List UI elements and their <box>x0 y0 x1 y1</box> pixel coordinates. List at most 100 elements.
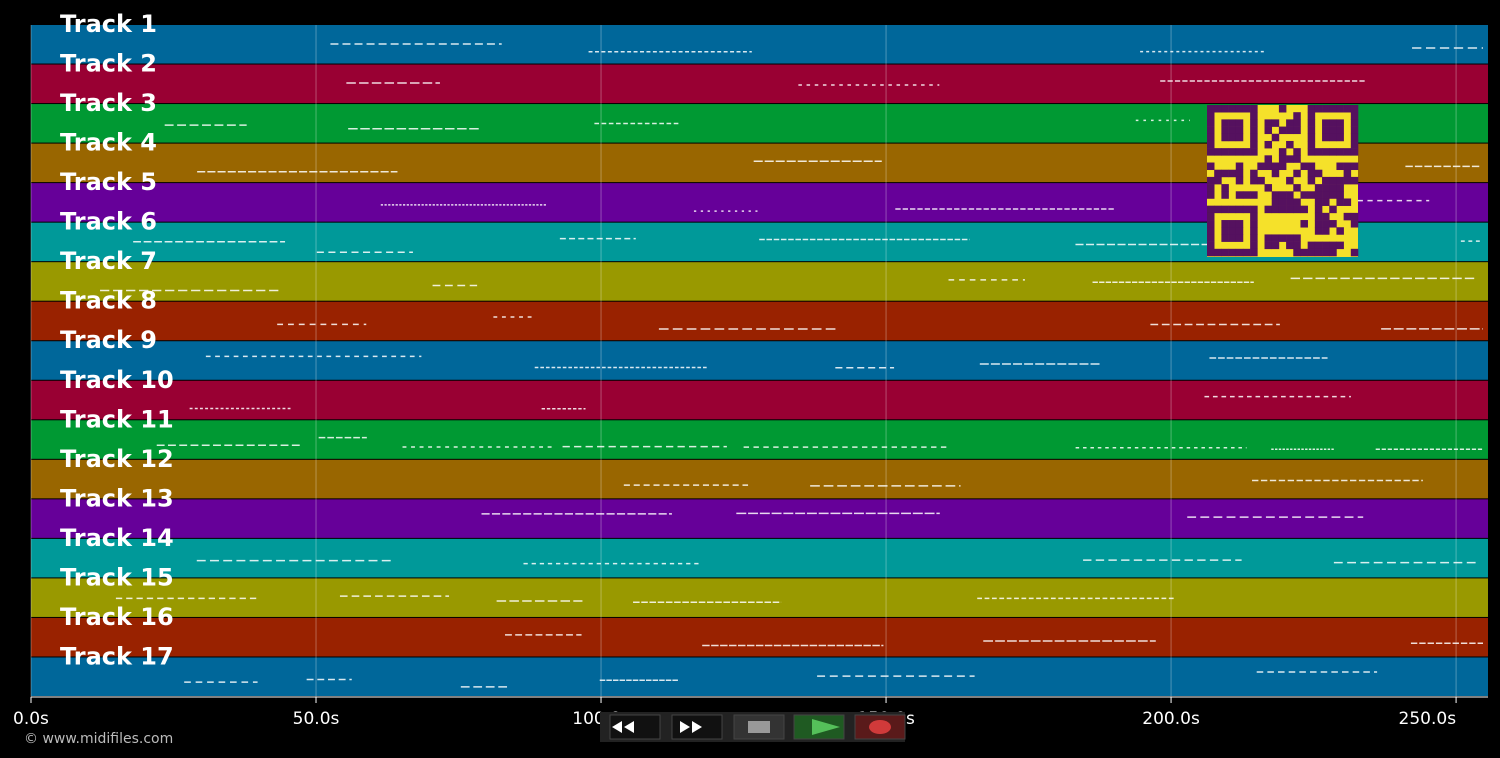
qr-module <box>1300 162 1308 171</box>
qr-module <box>1314 212 1323 221</box>
qr-module <box>1257 176 1265 185</box>
qr-module <box>1221 119 1229 127</box>
track-label: Track 12 <box>60 445 174 473</box>
track-label: Track 4 <box>60 129 157 157</box>
qr-module <box>1214 148 1222 156</box>
qr-module <box>1322 184 1330 192</box>
track-label: Track 17 <box>60 642 174 670</box>
qr-module <box>1250 105 1258 113</box>
track-lane <box>31 25 1488 64</box>
qr-module <box>1235 191 1244 199</box>
qr-module <box>1307 169 1316 178</box>
qr-module <box>1207 162 1215 171</box>
qr-module <box>1286 198 1294 206</box>
qr-module <box>1307 176 1316 185</box>
qr-code <box>1207 105 1359 257</box>
qr-module <box>1264 241 1273 250</box>
x-tick-label: 250.0s <box>1399 709 1457 729</box>
qr-module <box>1207 248 1215 257</box>
qr-module <box>1207 234 1215 242</box>
qr-module <box>1350 148 1359 156</box>
qr-module <box>1214 248 1222 257</box>
qr-module <box>1336 176 1344 185</box>
qr-module <box>1264 140 1273 149</box>
qr-module <box>1271 205 1280 214</box>
qr-module <box>1250 119 1258 127</box>
track-label: Track 16 <box>60 603 174 631</box>
qr-module <box>1336 227 1344 235</box>
qr-module <box>1278 155 1287 163</box>
qr-module <box>1286 140 1294 149</box>
qr-module <box>1314 205 1323 214</box>
qr-module <box>1271 191 1280 199</box>
qr-module <box>1221 148 1229 156</box>
qr-module <box>1214 205 1222 214</box>
qr-module <box>1207 140 1215 149</box>
track-label: Track 5 <box>60 168 157 196</box>
qr-module <box>1207 184 1215 192</box>
qr-module <box>1242 191 1251 199</box>
qr-module <box>1221 205 1229 214</box>
labels: Track 1 Track 2 Track 3 Track 4 Track 5 Track… <box>60 10 174 670</box>
qr-module <box>1207 220 1215 228</box>
qr-module <box>1307 126 1316 135</box>
qr-module <box>1207 191 1215 199</box>
qr-module <box>1350 119 1359 127</box>
qr-module <box>1207 148 1215 156</box>
qr-module <box>1293 112 1301 120</box>
qr-module <box>1307 140 1316 149</box>
qr-module <box>1228 205 1237 214</box>
qr-module <box>1293 169 1301 178</box>
play-icon <box>812 719 840 735</box>
qr-module <box>1250 220 1258 228</box>
qr-module <box>1343 169 1352 178</box>
qr-module <box>1235 126 1244 135</box>
track-lane <box>31 459 1488 499</box>
qr-module <box>1250 169 1258 178</box>
qr-module <box>1329 220 1337 228</box>
qr-module <box>1322 133 1330 142</box>
qr-module <box>1264 162 1273 171</box>
qr-module <box>1286 119 1294 127</box>
qr-module <box>1293 248 1301 257</box>
qr-module <box>1336 198 1344 206</box>
qr-module <box>1350 105 1359 113</box>
qr-module <box>1314 241 1323 250</box>
qr-module <box>1242 205 1251 214</box>
qr-module <box>1336 184 1344 192</box>
qr-module <box>1207 227 1215 235</box>
qr-module <box>1286 241 1294 250</box>
qr-module <box>1329 119 1337 127</box>
qr-module <box>1322 119 1330 127</box>
qr-module <box>1271 119 1280 127</box>
qr-module <box>1322 176 1330 185</box>
track-label: Track 8 <box>60 287 157 315</box>
qr-module <box>1307 148 1316 156</box>
qr-module <box>1250 126 1258 135</box>
track-lane <box>31 64 1488 104</box>
qr-module <box>1235 105 1244 113</box>
qr-module <box>1278 126 1287 135</box>
qr-module <box>1235 248 1244 257</box>
qr-module <box>1322 248 1330 257</box>
qr-module <box>1242 105 1251 113</box>
qr-module <box>1271 234 1280 242</box>
qr-module <box>1293 184 1301 192</box>
qr-module <box>1235 227 1244 235</box>
qr-module <box>1264 119 1273 127</box>
qr-module <box>1307 112 1316 120</box>
qr-module <box>1271 133 1280 142</box>
qr-module <box>1329 176 1337 185</box>
qr-module <box>1322 227 1330 235</box>
qr-module <box>1278 148 1287 156</box>
qr-module <box>1307 241 1316 250</box>
qr-module <box>1207 133 1215 142</box>
qr-module <box>1264 234 1273 242</box>
qr-module <box>1350 212 1359 221</box>
qr-module <box>1250 241 1258 250</box>
qr-module <box>1343 198 1352 206</box>
qr-module <box>1221 169 1229 178</box>
qr-module <box>1242 248 1251 257</box>
qr-module <box>1293 241 1301 250</box>
